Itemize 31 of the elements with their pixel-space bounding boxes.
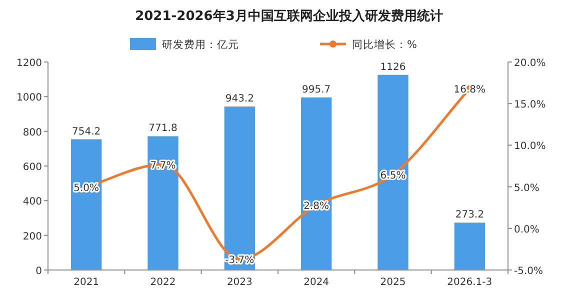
y2-tick-label: 0.0%	[514, 224, 540, 236]
y2-tick-label: 10.0%	[514, 141, 546, 152]
x-tick-label: 2021	[74, 277, 100, 288]
data-label: 771.8	[148, 123, 178, 134]
data-label: -3.7%	[225, 255, 254, 266]
x-tick-label: 2025	[380, 277, 406, 288]
y2-tick-label: 20.0%	[514, 58, 546, 69]
y2-tick-label: 15.0%	[514, 100, 546, 111]
data-label: 754.2	[72, 126, 101, 138]
data-label: 943.2	[225, 94, 254, 105]
x-tick-label: 2023	[226, 277, 252, 288]
legend-label: 研发费用：亿元	[162, 38, 239, 51]
chart-title: 2021-2026年3月中国互联网企业投入研发费用统计	[135, 8, 443, 24]
data-label: 5.0%	[74, 182, 100, 194]
y-tick-label: 0	[36, 266, 42, 277]
y-tick-label: 600	[22, 162, 42, 173]
data-label: 7.7%	[150, 160, 176, 172]
data-label: 1126	[380, 62, 406, 73]
legend-label: 同比增长：%	[352, 38, 417, 51]
y2-tick-label: -5.0%	[514, 266, 544, 277]
x-tick-label: 2024	[304, 277, 330, 288]
x-tick-label: 2022	[150, 277, 176, 288]
y-tick-label: 400	[22, 196, 42, 208]
y-tick-label: 1000	[16, 92, 42, 104]
data-label: 273.2	[455, 210, 484, 221]
y-tick-label: 1200	[16, 58, 42, 69]
y-tick-label: 200	[22, 231, 42, 242]
y2-tick-label: 5.0%	[514, 182, 540, 194]
data-label: 995.7	[302, 84, 331, 96]
x-tick-label: 2026.1-3	[447, 277, 492, 288]
y-tick-label: 800	[22, 127, 42, 138]
